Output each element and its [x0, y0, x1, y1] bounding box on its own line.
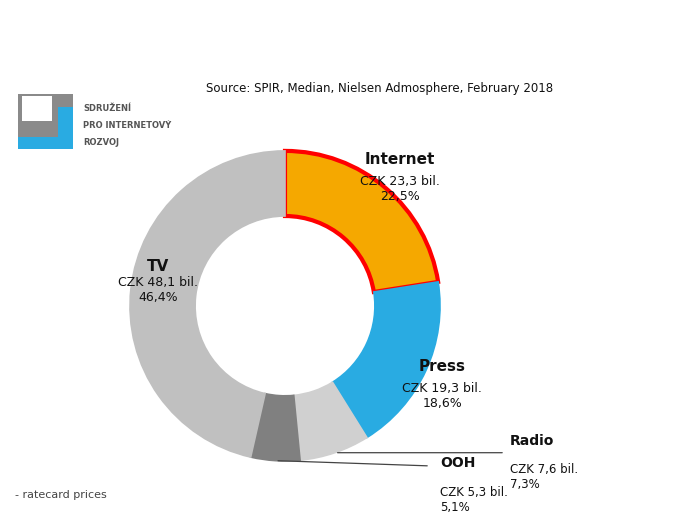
- Bar: [22, 96, 52, 121]
- Text: PRO INTERNETOVÝ: PRO INTERNETOVÝ: [83, 121, 171, 130]
- Wedge shape: [130, 151, 285, 457]
- Bar: [18, 137, 73, 149]
- Bar: [57, 106, 73, 137]
- Wedge shape: [285, 151, 438, 292]
- Text: SDRUŽENÍ: SDRUŽENÍ: [83, 104, 131, 113]
- Bar: [18, 94, 73, 149]
- Text: ROZVOJ: ROZVOJ: [83, 138, 119, 147]
- Text: CZK 5,3 bil.
5,1%: CZK 5,3 bil. 5,1%: [440, 486, 508, 512]
- Wedge shape: [332, 282, 440, 438]
- Wedge shape: [250, 394, 300, 461]
- Text: CZK 23,3 bil.
22,5%: CZK 23,3 bil. 22,5%: [360, 176, 440, 203]
- Text: CZK 48,1 bil.
46,4%: CZK 48,1 bil. 46,4%: [118, 276, 198, 304]
- Text: Radio: Radio: [510, 434, 554, 447]
- Text: - ratecard prices: - ratecard prices: [15, 490, 107, 500]
- Text: OOH: OOH: [440, 456, 475, 470]
- Text: Press: Press: [419, 359, 466, 374]
- Text: Source: SPIR, Median, Nielsen Admosphere, February 2018: Source: SPIR, Median, Nielsen Admosphere…: [207, 82, 553, 95]
- Text: TV: TV: [147, 259, 170, 274]
- Text: Individual Mediatype Share in 2017: Individual Mediatype Share in 2017: [105, 20, 579, 44]
- Text: Internet: Internet: [365, 153, 435, 167]
- Text: CZK 7,6 bil.
7,3%: CZK 7,6 bil. 7,3%: [510, 463, 578, 490]
- Text: CZK 19,3 bil.
18,6%: CZK 19,3 bil. 18,6%: [402, 382, 482, 410]
- Wedge shape: [293, 382, 367, 460]
